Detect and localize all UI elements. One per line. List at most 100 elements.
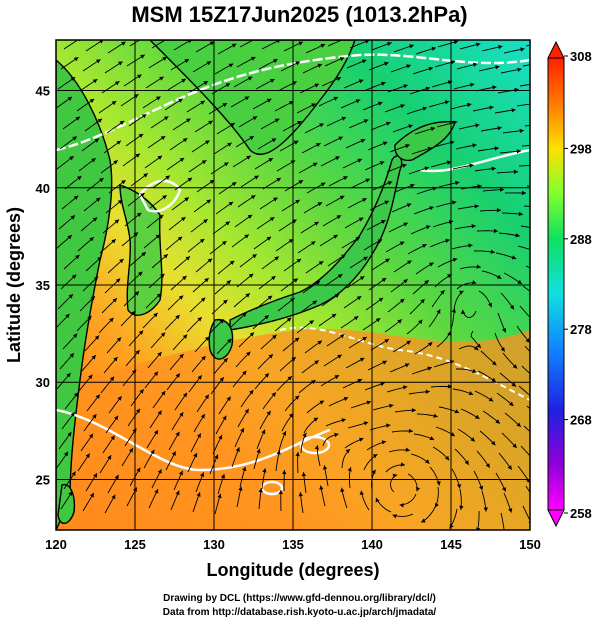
streamline-arrowhead xyxy=(429,436,435,440)
streamline-arrowhead xyxy=(73,57,79,62)
credit-drawing: Drawing by DCL (https://www.gfd-dennou.o… xyxy=(163,593,436,604)
streamline-arrowhead xyxy=(206,199,211,204)
y-axis-ticks: 25 30 35 40 45 xyxy=(36,84,50,488)
streamline-arrowhead xyxy=(231,182,237,187)
streamline-arrowhead xyxy=(252,116,258,121)
streamline-arrowhead xyxy=(366,400,371,405)
streamline-arrowhead xyxy=(378,297,384,302)
streamline-arrowhead xyxy=(334,432,339,438)
streamline-arrowhead xyxy=(424,166,429,171)
streamline-arrowhead xyxy=(107,455,112,460)
streamline-arrowhead xyxy=(250,56,256,61)
streamline-arrowhead xyxy=(138,133,144,138)
streamline-arrowhead xyxy=(452,200,457,205)
streamline-arrowhead xyxy=(244,96,250,101)
streamline-arrowhead xyxy=(415,487,421,492)
streamline-arrowhead xyxy=(450,60,456,65)
streamline-arrowhead xyxy=(179,354,184,359)
streamline-arrowhead xyxy=(467,102,472,108)
streamline-arrowhead xyxy=(440,290,445,295)
streamline-arrowhead xyxy=(117,199,123,205)
streamline-arrowhead xyxy=(67,96,73,101)
streamline-arrowhead xyxy=(182,138,188,143)
streamline-arrowhead xyxy=(495,419,500,424)
streamline-arrowhead xyxy=(293,278,298,283)
streamline-arrowhead xyxy=(436,309,441,314)
streamline-arrowhead xyxy=(424,280,429,285)
streamline-arrowhead xyxy=(94,335,100,340)
streamline-arrowhead xyxy=(206,61,212,66)
streamline-arrowhead xyxy=(533,499,537,504)
streamline-arrowhead xyxy=(222,415,227,421)
streamline-arrowhead xyxy=(135,408,140,414)
streamline-arrowhead xyxy=(341,254,346,259)
streamline-arrowhead xyxy=(294,395,300,400)
streamline-arrowhead xyxy=(186,118,191,123)
streamline xyxy=(151,40,167,49)
streamline-arrowhead xyxy=(345,449,351,454)
streamline-arrowhead xyxy=(362,198,367,203)
streamline xyxy=(522,64,530,67)
streamline-arrowhead xyxy=(500,347,505,352)
streamline-arrowhead xyxy=(541,205,545,209)
streamline-arrowhead xyxy=(538,416,543,420)
streamline-arrowhead xyxy=(313,417,319,422)
streamline-arrowhead xyxy=(139,389,144,394)
streamline-arrowhead xyxy=(491,440,496,446)
streamline-arrowhead xyxy=(400,104,405,109)
streamline-arrowhead xyxy=(402,163,407,168)
streamline-arrowhead xyxy=(464,460,469,465)
streamline-arrowhead xyxy=(380,382,385,387)
streamline-arrowhead xyxy=(140,193,145,198)
streamline-arrowhead xyxy=(71,274,77,279)
streamline-arrowhead xyxy=(97,256,102,262)
streamline xyxy=(524,345,530,353)
streamline-arrowhead xyxy=(447,384,452,389)
streamline-arrowhead xyxy=(319,485,324,490)
streamline xyxy=(523,205,530,207)
streamline-arrowhead xyxy=(93,276,99,281)
streamline-arrowhead xyxy=(459,290,464,295)
streamline-arrowhead xyxy=(294,337,300,342)
streamline-arrowhead xyxy=(116,140,121,145)
streamline-arrowhead xyxy=(381,81,386,86)
streamline-arrowhead xyxy=(203,219,208,224)
streamline-arrowhead xyxy=(444,455,450,461)
streamline-arrowhead xyxy=(353,316,359,321)
streamline xyxy=(522,285,530,292)
streamline-arrowhead xyxy=(163,116,169,121)
streamline-arrowhead xyxy=(389,403,394,408)
streamline-arrowhead xyxy=(363,256,368,261)
streamline-arrowhead xyxy=(70,77,76,82)
streamline-arrowhead xyxy=(343,176,348,181)
streamline-arrowhead xyxy=(219,319,224,324)
streamline-arrowhead xyxy=(428,66,433,71)
streamline-arrowhead xyxy=(73,195,79,200)
streamline-arrowhead xyxy=(115,278,121,283)
streamline-arrowhead xyxy=(334,375,340,380)
x-axis-label: Longitude (degrees) xyxy=(206,560,379,580)
streamline-arrowhead xyxy=(521,190,526,196)
streamline-arrowhead xyxy=(537,227,541,231)
streamline-arrowhead xyxy=(69,353,74,358)
streamline-arrowhead xyxy=(314,83,319,88)
streamline-arrowhead xyxy=(109,376,115,382)
streamline-arrowhead xyxy=(315,280,321,285)
streamline-arrowhead xyxy=(298,180,304,185)
streamline-arrowhead xyxy=(223,299,228,305)
streamline-arrowhead xyxy=(157,410,162,415)
streamline-arrowhead xyxy=(250,195,256,200)
streamline-arrowhead xyxy=(252,254,257,259)
streamline-arrowhead xyxy=(491,377,496,382)
streamline-arrowhead xyxy=(224,162,229,167)
streamline-arrowhead xyxy=(121,180,126,185)
streamline-arrowhead xyxy=(227,338,232,344)
streamline-arrowhead xyxy=(534,102,538,106)
colorbar-tick-label: 308 xyxy=(570,49,592,64)
streamline-arrowhead xyxy=(258,488,263,493)
streamline-arrowhead xyxy=(358,79,364,84)
streamline-arrowhead xyxy=(525,338,530,343)
streamline-arrowhead xyxy=(162,195,167,200)
streamline-arrowhead xyxy=(242,466,247,472)
streamline-arrowhead xyxy=(406,203,412,208)
